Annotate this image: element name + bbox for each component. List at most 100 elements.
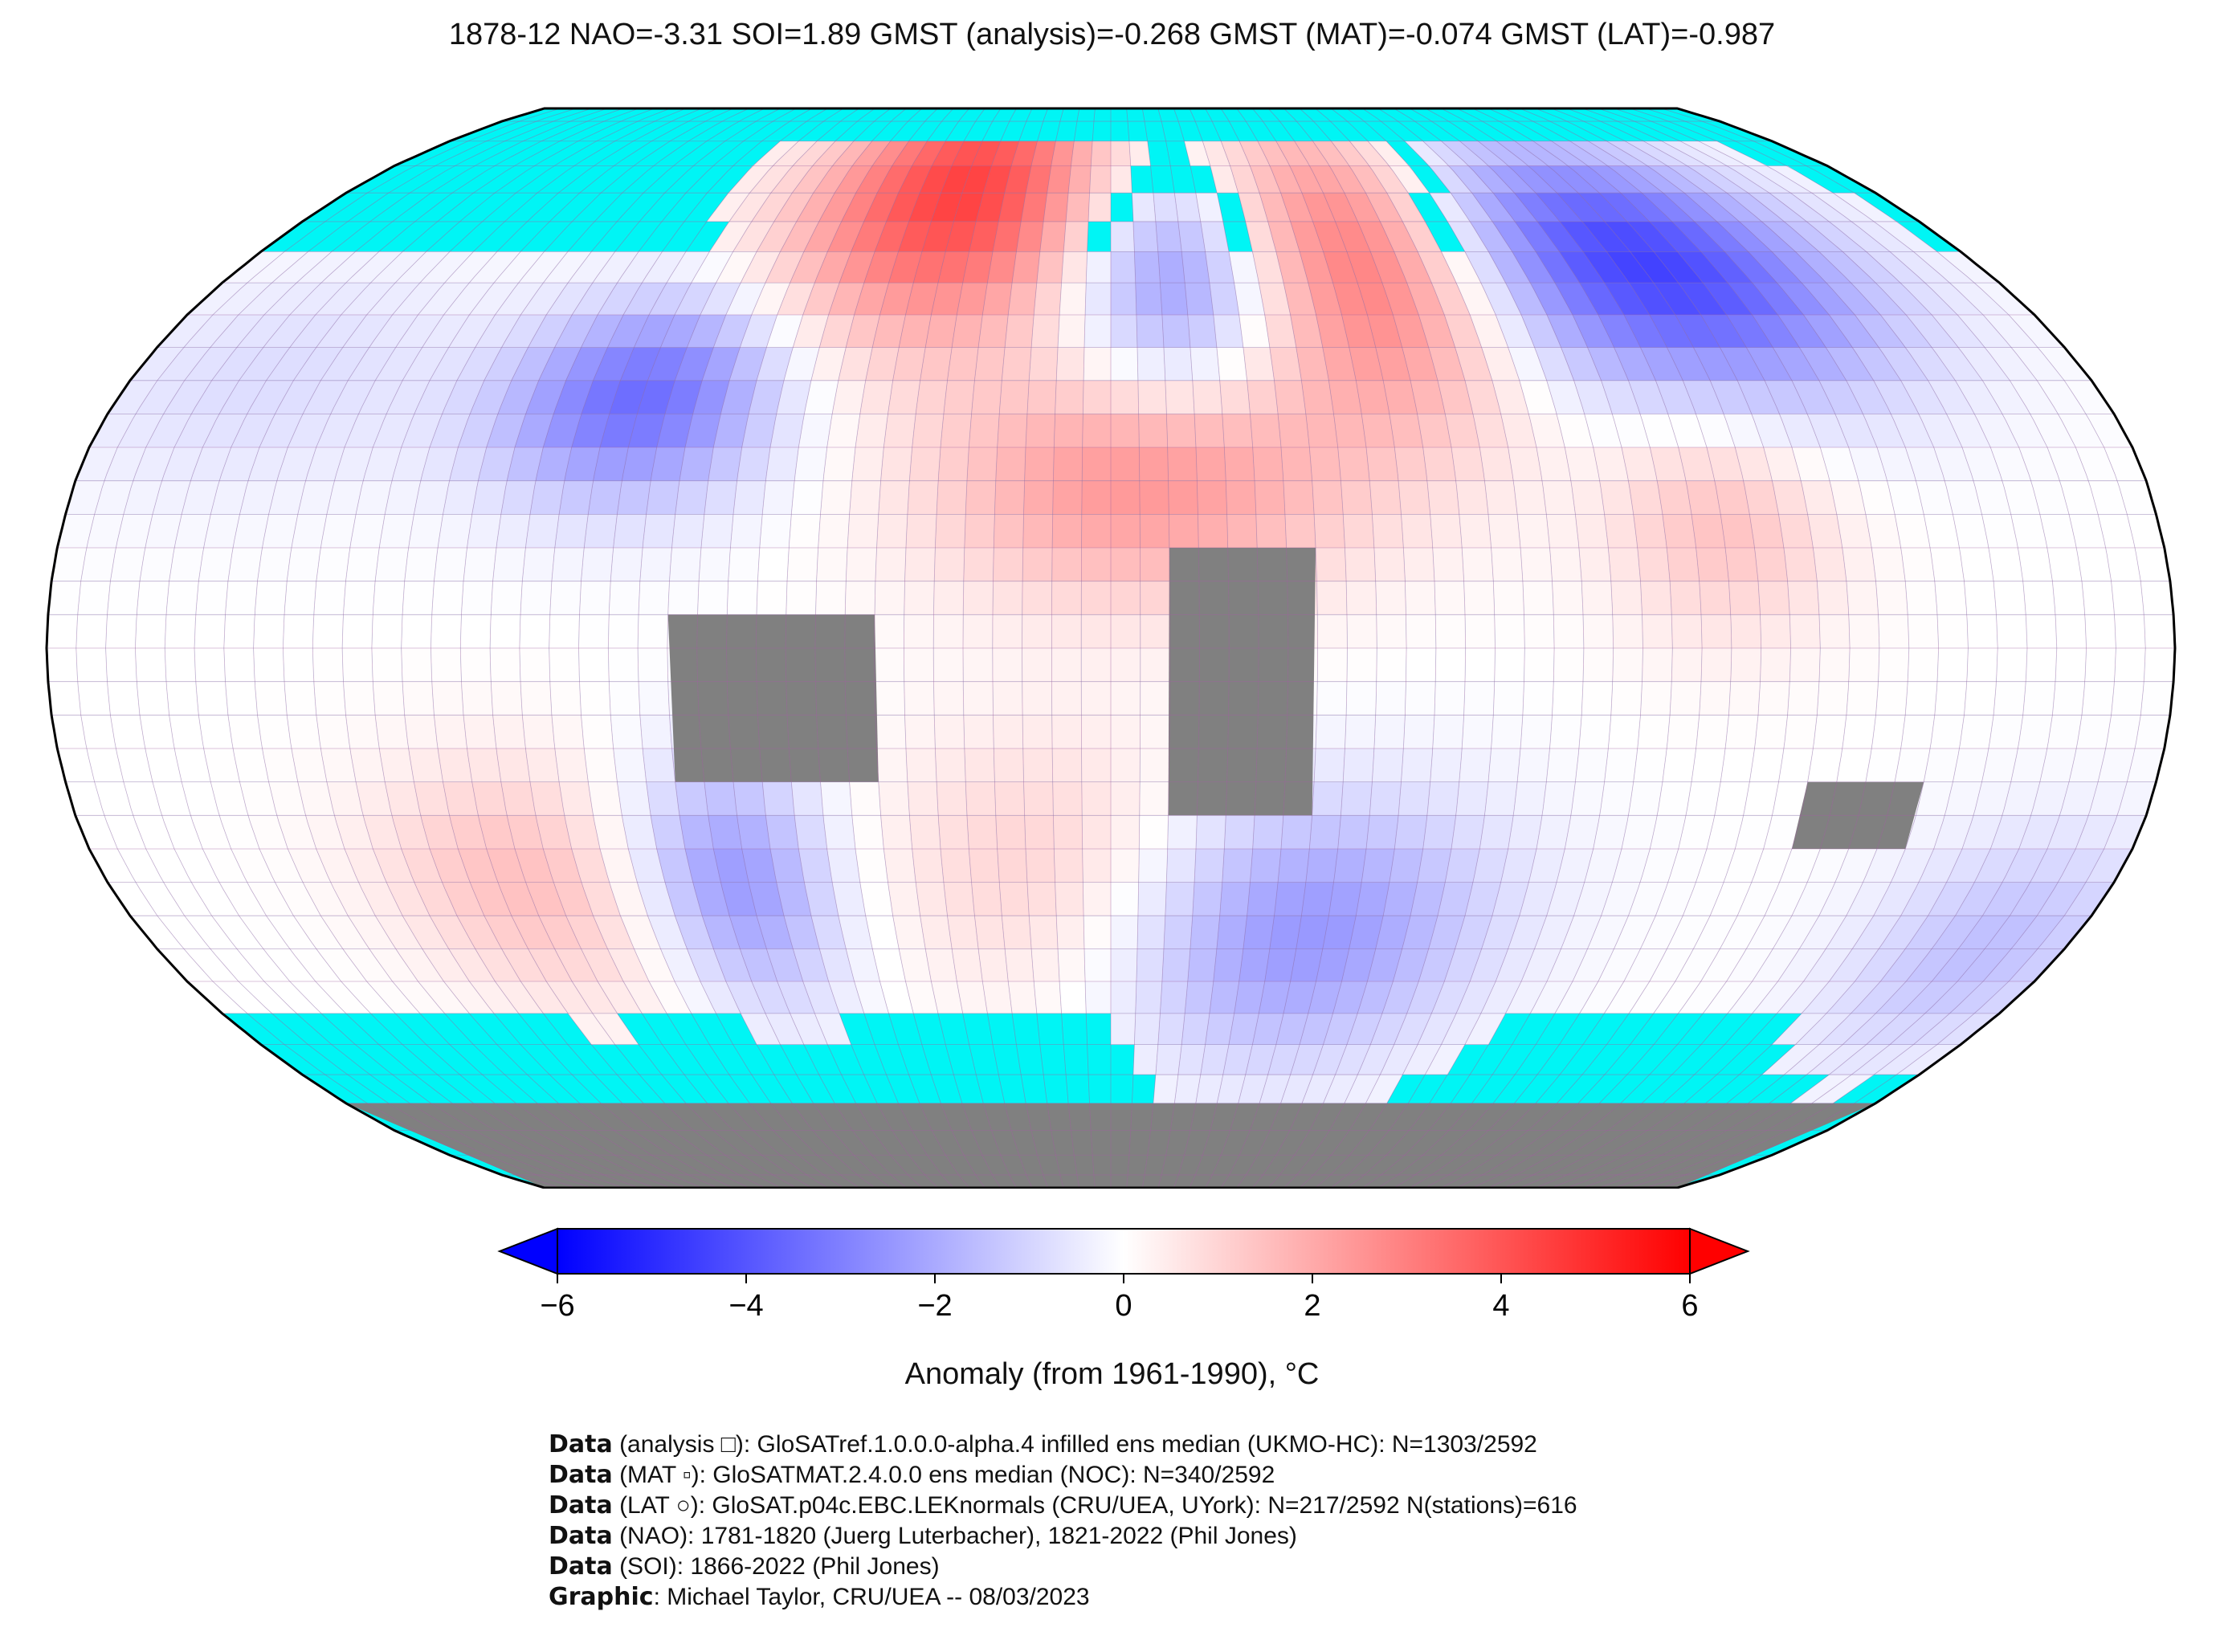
grid-cell [1389,849,1423,883]
grid-cell [478,815,515,849]
grid-cell [854,981,889,1014]
grid-cell [1696,548,1729,581]
grid-cell [1425,1044,1465,1075]
grid-cell [1944,781,1982,816]
grid-cell [2047,548,2082,581]
grid-cell [810,916,847,949]
grid-cell [2084,614,2116,648]
grid-cell [1720,916,1765,949]
grid-cell [1557,849,1594,883]
grid-cell [1155,1044,1182,1075]
grid-cell [1140,548,1170,581]
grid-cell [565,916,608,949]
grid-cell [289,981,346,1014]
grid-cell [385,781,421,816]
grid-cell [553,882,594,916]
grid-cell [1598,948,1641,981]
grid-cell [1930,548,1965,581]
grid-cell [203,514,240,548]
grid-cell [1111,614,1141,648]
grid-cell [1346,681,1377,716]
grid-cell [2018,548,2053,581]
grid-cell [567,1013,615,1045]
grid-cell [729,916,767,949]
grid-cell [475,948,521,981]
grid-cell [1936,1013,2000,1045]
grid-cell [515,849,554,883]
grid-cell [822,815,855,849]
grid-cell [1023,781,1054,816]
grid-cell [994,781,1025,816]
grid-cell [982,981,1013,1014]
grid-cell [1140,614,1170,648]
grid-cell [1671,614,1703,648]
grid-cell [2026,614,2057,648]
grid-cell [1784,1044,1843,1075]
grid-cell [1521,948,1561,981]
grid-cell [1031,948,1060,981]
grid-cell [123,781,162,816]
grid-cell [169,715,204,748]
grid-cell [874,648,904,682]
grid-cell [414,781,450,816]
grid-cell [828,981,864,1014]
grid-cell [798,849,832,883]
grid-cell [947,916,979,949]
grid-cell [247,882,294,916]
grid-cell [1332,981,1368,1014]
grid-cell [600,849,638,883]
grid-cell [888,882,920,916]
grid-cell [934,548,965,581]
grid-cell [467,748,501,782]
grid-cell [730,514,763,548]
grid-cell [284,581,316,615]
grid-cell [391,815,430,849]
grid-cell [613,514,647,548]
grid-cell [1434,581,1465,615]
grid-cell [174,849,219,883]
grid-cell [1081,648,1111,682]
grid-cell [1323,1075,1358,1103]
grid-cell [194,614,226,648]
grid-cell [762,781,795,816]
grid-cell [1933,815,1974,849]
grid-cell [1937,648,1969,682]
grid-cell [348,916,396,949]
grid-cell [1380,1044,1418,1075]
grid-cell [1455,781,1488,816]
grid-cell [1264,948,1296,981]
grid-cell [1753,981,1804,1014]
grid-cell [1157,1013,1185,1045]
colorbar-tick-label: −4 [728,1289,763,1323]
grid-cell [1426,781,1459,816]
grid-cell [194,648,226,682]
grid-cell [496,748,530,782]
grid-cell [1552,681,1584,716]
grid-cell [876,514,908,548]
grid-cell [1465,882,1501,916]
grid-cell [471,781,507,816]
grid-cell [933,681,964,716]
grid-cell [1153,1075,1178,1103]
grid-cell [1401,514,1433,548]
grid-cell [920,916,953,949]
grid-cell [912,849,944,883]
colorbar-tick-label: −6 [540,1289,574,1323]
grid-cell [1795,1013,1851,1045]
grid-cell [1848,648,1879,682]
grid-cell [1829,948,1879,981]
grid-cell [1217,1075,1246,1103]
grid-cell [227,715,263,748]
grid-cell [904,548,936,581]
grid-cell [1806,1044,1867,1075]
grid-cell [667,581,700,615]
grid-cell [2140,581,2174,615]
grid-cell [2052,681,2085,716]
grid-cell [430,916,475,949]
grid-cell [1552,581,1584,615]
grid-cell [218,882,267,916]
grid-cell [522,715,555,748]
grid-cell [622,815,657,849]
grid-cell [1982,882,2030,916]
grid-cell [1022,748,1053,782]
